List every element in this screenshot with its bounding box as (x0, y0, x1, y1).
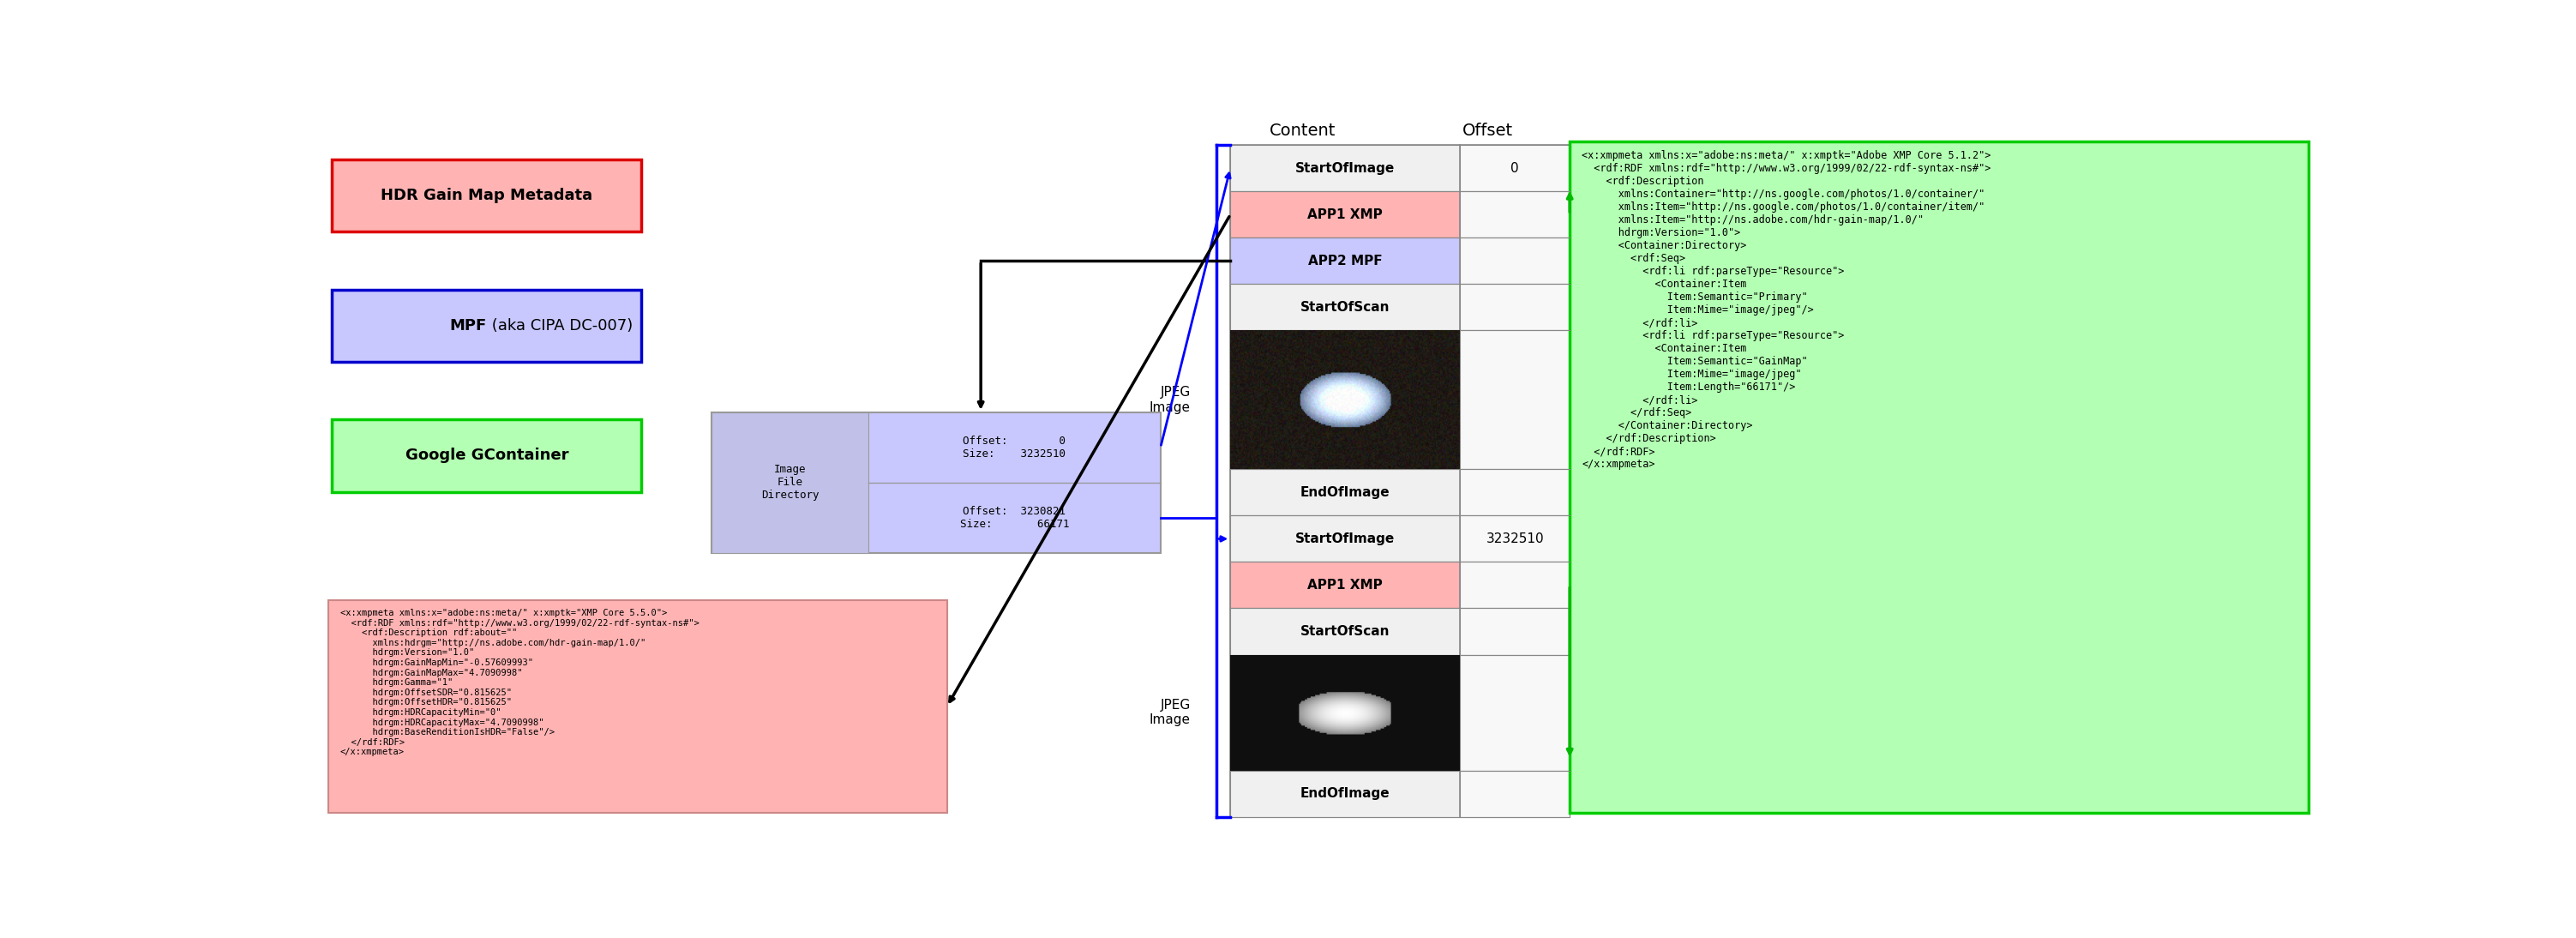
Text: StartOfImage: StartOfImage (1296, 533, 1396, 545)
Text: <x:xmpmeta xmlns:x="adobe:ns:meta/" x:xmptk="Adobe XMP Core 5.1.2">
  <rdf:RDF x: <x:xmpmeta xmlns:x="adobe:ns:meta/" x:xm… (1582, 150, 1991, 470)
Text: APP2 MPF: APP2 MPF (1309, 254, 1383, 267)
FancyBboxPatch shape (1461, 609, 1569, 655)
FancyBboxPatch shape (332, 159, 641, 232)
FancyBboxPatch shape (1231, 330, 1461, 469)
FancyBboxPatch shape (1461, 562, 1569, 609)
FancyBboxPatch shape (1461, 469, 1569, 516)
Text: HDR Gain Map Metadata: HDR Gain Map Metadata (381, 188, 592, 204)
Text: Image
File
Directory: Image File Directory (760, 464, 819, 501)
FancyBboxPatch shape (1231, 516, 1461, 562)
Text: APP1 XMP: APP1 XMP (1309, 579, 1383, 592)
Text: Google GContainer: Google GContainer (404, 448, 569, 463)
Text: Offset: Offset (1463, 123, 1512, 139)
FancyBboxPatch shape (1231, 284, 1461, 330)
FancyBboxPatch shape (1231, 191, 1461, 237)
FancyBboxPatch shape (1231, 469, 1461, 516)
FancyBboxPatch shape (1461, 284, 1569, 330)
FancyBboxPatch shape (332, 419, 641, 492)
Text: 3232510: 3232510 (1486, 533, 1543, 545)
FancyBboxPatch shape (1231, 145, 1569, 817)
Text: (aka CIPA DC-007): (aka CIPA DC-007) (487, 318, 634, 333)
Text: APP1 XMP: APP1 XMP (1309, 208, 1383, 221)
FancyBboxPatch shape (1461, 145, 1569, 191)
FancyBboxPatch shape (1461, 516, 1569, 562)
FancyBboxPatch shape (1461, 330, 1569, 469)
Text: JPEG
Image: JPEG Image (1149, 699, 1190, 726)
Text: Offset:        0
Size:    3232510: Offset: 0 Size: 3232510 (963, 435, 1066, 460)
Text: <x:xmpmeta xmlns:x="adobe:ns:meta/" x:xmptk="XMP Core 5.5.0">
  <rdf:RDF xmlns:r: <x:xmpmeta xmlns:x="adobe:ns:meta/" x:xm… (340, 609, 698, 757)
FancyBboxPatch shape (1231, 562, 1461, 609)
FancyBboxPatch shape (1461, 237, 1569, 284)
Text: EndOfImage: EndOfImage (1301, 787, 1391, 800)
Text: JPEG
Image: JPEG Image (1149, 386, 1190, 414)
FancyBboxPatch shape (1461, 655, 1569, 770)
FancyBboxPatch shape (332, 290, 641, 362)
Text: StartOfImage: StartOfImage (1296, 161, 1396, 174)
Text: EndOfImage: EndOfImage (1301, 486, 1391, 499)
FancyBboxPatch shape (1231, 770, 1461, 817)
Text: StartOfScan: StartOfScan (1301, 301, 1391, 313)
Text: MPF: MPF (451, 318, 487, 333)
Text: 0: 0 (1510, 161, 1520, 174)
FancyBboxPatch shape (711, 413, 868, 553)
FancyBboxPatch shape (711, 413, 1159, 553)
FancyBboxPatch shape (1231, 237, 1461, 284)
Text: StartOfScan: StartOfScan (1301, 625, 1391, 638)
FancyBboxPatch shape (1231, 655, 1461, 770)
Text: Offset:  3230821
Size:       66171: Offset: 3230821 Size: 66171 (961, 506, 1069, 530)
FancyBboxPatch shape (1461, 770, 1569, 817)
FancyBboxPatch shape (1569, 142, 2308, 813)
FancyBboxPatch shape (1231, 145, 1461, 191)
FancyBboxPatch shape (1231, 609, 1461, 655)
Text: Content: Content (1270, 123, 1334, 139)
FancyBboxPatch shape (327, 600, 948, 813)
FancyBboxPatch shape (1461, 191, 1569, 237)
